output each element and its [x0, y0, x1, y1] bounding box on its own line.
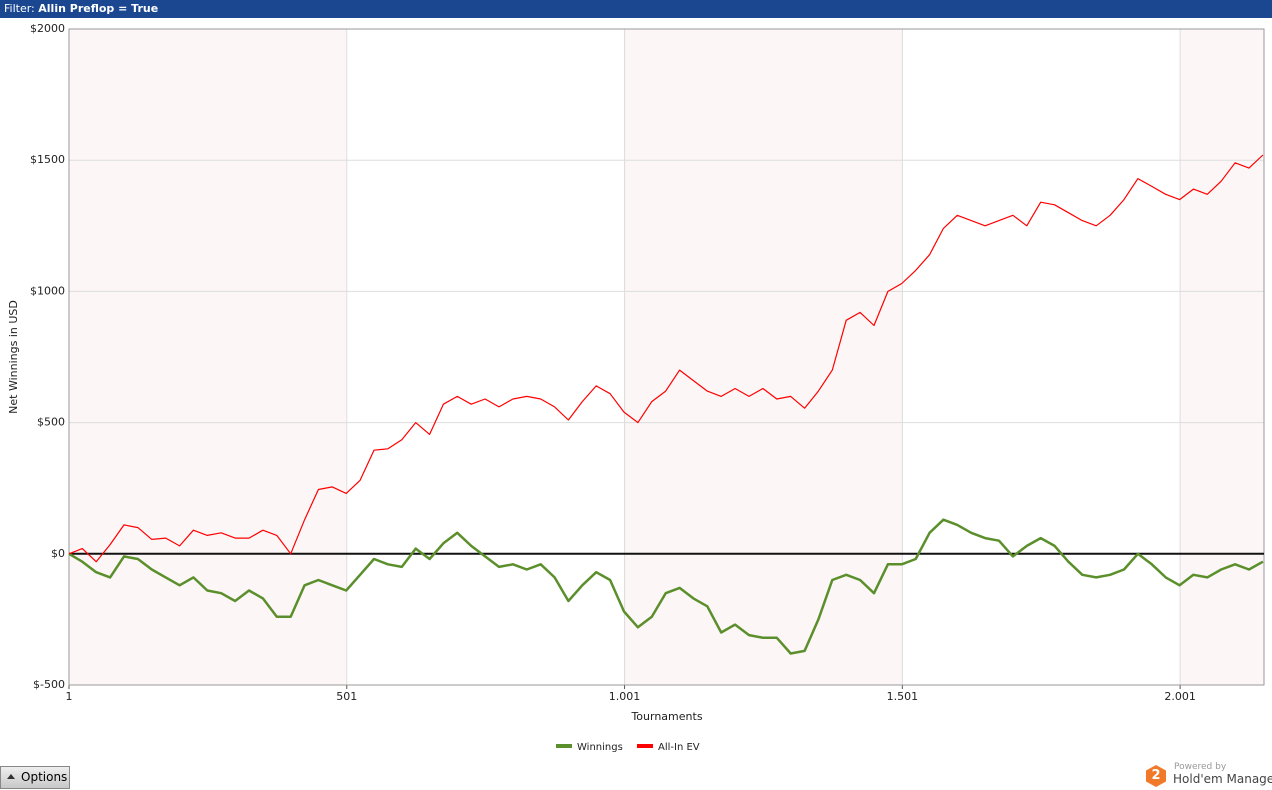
options-button[interactable]: Options	[0, 766, 70, 789]
legend-swatch	[556, 744, 572, 748]
legend-swatch	[637, 744, 653, 748]
x-tick-label: 2.001	[1164, 690, 1196, 703]
y-tick-label: $1000	[30, 284, 65, 297]
filter-value: Allin Preflop = True	[38, 2, 159, 15]
y-axis-title: Net Winnings in USD	[7, 300, 20, 414]
logo-mark: 2	[1146, 765, 1166, 787]
x-tick-label: 1	[66, 690, 73, 703]
brand-logo: 2 Powered by Hold'em Manager	[1146, 762, 1272, 790]
y-tick-label: $1500	[30, 153, 65, 166]
background-band	[624, 29, 903, 685]
series-line	[68, 154, 1264, 563]
chart: Net Winnings in USD Tournaments $-500 $0 $…	[7, 22, 1265, 753]
y-tick-label: $2000	[30, 22, 65, 35]
x-tick-label: 501	[336, 690, 357, 703]
series-line	[68, 518, 1264, 655]
x-tick-label: 1.001	[609, 690, 641, 703]
x-tick-label: 1.501	[887, 690, 919, 703]
powered-by: Powered by	[1174, 762, 1227, 772]
options-label: Options	[21, 770, 68, 784]
background-band	[69, 29, 347, 685]
y-tick-label: $500	[37, 416, 65, 429]
x-axis-title: Tournaments	[630, 710, 702, 723]
legend-item: All-In EV	[637, 742, 700, 753]
plot-frame	[68, 28, 1265, 686]
brand-name: Hold'em Manager	[1173, 772, 1272, 786]
filter-bar: Filter: Allin Preflop = True	[0, 0, 1272, 18]
legend-item: Winnings	[556, 742, 623, 753]
y-tick-label: $0	[51, 547, 65, 560]
background-band	[1180, 29, 1264, 685]
filter-label: Filter:	[4, 2, 35, 15]
legend-label: All-In EV	[658, 742, 700, 753]
legend-label: Winnings	[577, 742, 623, 753]
y-tick-label: $-500	[33, 678, 65, 691]
